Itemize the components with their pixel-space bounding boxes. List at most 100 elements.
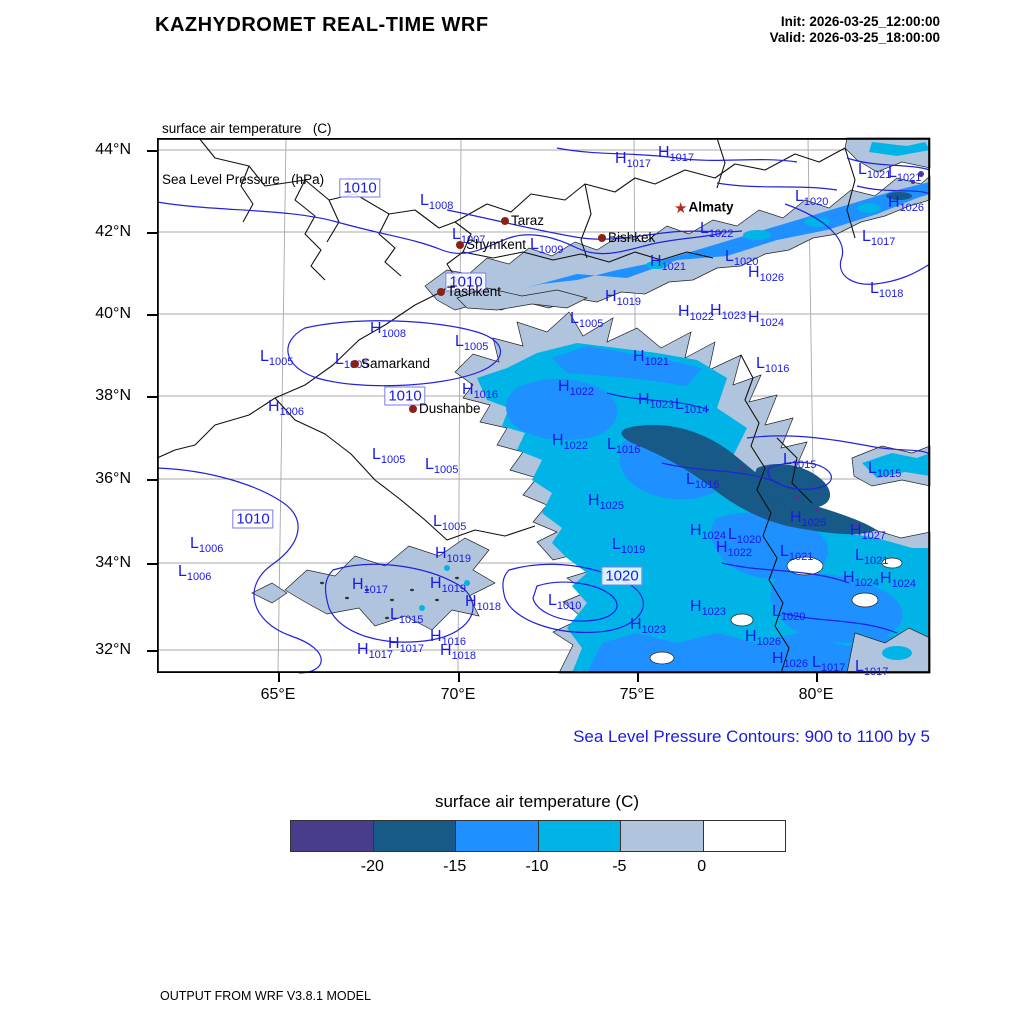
pressure-center-letter: L [425,456,434,473]
pressure-label-h1027: H1027 [850,522,886,543]
pressure-label-l1005: L1005 [260,349,293,369]
pressure-label-l1015: L1015 [868,461,901,481]
pressure-center-letter: H [880,570,892,587]
lat-tick-label: 42°N [95,223,131,240]
colorbar-tick-label: -10 [525,858,549,875]
pressure-center-value: 1019 [616,296,642,309]
run-info: Init: 2026-03-25_12:00:00 Valid: 2026-03… [770,14,940,46]
pressure-center-letter: H [716,539,728,556]
city-label: Almaty [688,199,734,215]
pressure-center-value: 1023 [721,310,747,323]
pressure-label-h1019: H1019 [435,546,471,566]
map-panel: L1008 L1007 L1009 H1017 H1017 L1020 L1022 H1021… [95,137,931,703]
temperature-colorbar [290,820,786,852]
pressure-center-value: 1023 [649,399,675,412]
lat-tick-mark [147,232,157,234]
pressure-center-value: 1017 [399,643,425,656]
pressure-label-l1016: L1016 [756,355,790,376]
pressure-center-letter: L [870,280,879,297]
pressure-label-l1020: L1020 [725,249,758,269]
pressure-center-letter: H [748,264,760,281]
pressure-center-value: 1005 [433,464,459,477]
pressure-center-value: 1022 [727,547,753,560]
pressure-label-h1017: H1017 [352,577,388,597]
pressure-label-h1024: H1024 [843,570,879,590]
city-marker-dushanbe: Dushanbe [409,401,481,416]
contour-value-box: 1010 [445,272,487,292]
pressure-label-l1015: L1015 [390,607,423,627]
lat-tick-mark [147,650,157,652]
pressure-center-value: 1020 [736,534,762,547]
pressure-center-letter: L [783,451,792,468]
city-dot-icon [501,217,509,226]
lat-tick-label: 36°N [95,470,131,487]
pressure-center-value: 1016 [473,389,499,402]
page-title: KAZHYDROMET REAL-TIME WRF [155,14,489,36]
pressure-center-letter: L [372,446,381,463]
pressure-contour-layer [156,147,931,674]
pressure-center-value: 1016 [694,479,720,492]
pressure-center-value: 1010 [556,600,582,613]
pressure-label-l1005: L1005 [570,311,603,331]
pressure-label-h1017: H1017 [357,642,393,662]
temperature-fill-layer [251,137,931,674]
pressure-center-letter: H [588,492,600,509]
lon-tick-label: 75°E [619,686,655,703]
pressure-center-value: 1021 [788,551,814,564]
pressure-center-letter: L [772,603,781,620]
city-label: Bishkek [608,230,656,245]
pressure-center-value: 1020 [803,196,829,209]
pressure-center-value: 1015 [791,459,817,472]
pressure-center-letter: L [420,192,429,209]
pressure-center-value: 1007 [460,234,486,247]
pressure-center-value: 1019 [620,544,646,557]
map-labels-layer: L1008 L1007 L1009 H1017 H1017 L1020 L1022 H1021… [157,138,930,679]
pressure-center-letter: L [862,228,871,245]
city-marker-samarkand: Samarkand [351,356,430,371]
pressure-center-value: 1021 [896,172,922,185]
city-label: Shymkent [466,237,527,252]
pressure-center-value: 1016 [764,363,790,376]
pressure-center-value: 1022 [689,311,715,324]
city-dot-icon [456,241,464,250]
city-dot-icon [409,405,417,414]
pressure-center-value: 1026 [899,202,925,215]
city-label: Dushanbe [419,401,481,416]
pressure-center-letter: H [850,522,862,539]
colorbar-segment [538,821,621,851]
pressure-label-h1022: H1022 [558,379,595,399]
lat-tick-label: 32°N [95,641,131,658]
pressure-label-h1023: H1023 [638,392,675,412]
pressure-center-letter: L [756,355,765,372]
pressure-label-l1006: L1006 [190,536,223,556]
pressure-center-value: 1026 [783,658,809,671]
pressure-center-letter: L [612,536,621,553]
pressure-label-l1015: L1015 [783,451,817,472]
pressure-label-h1026: H1026 [772,651,809,671]
pressure-center-letter: H [690,598,702,615]
pressure-center-letter: L [455,333,464,350]
pressure-center-letter: L [812,654,821,671]
footer-model-line: OUTPUT FROM WRF V3.8.1 MODEL [160,989,371,1003]
pressure-center-letter: H [268,398,280,415]
valid-time: Valid: 2026-03-25_18:00:00 [769,30,940,45]
pressure-center-value: 1022 [569,386,595,399]
colorbar-tick-label: -20 [360,858,384,875]
pressure-label-h1016: H1016 [462,382,499,402]
pressure-label-l1021: L1021 [855,548,888,568]
pressure-center-letter: L [607,436,616,453]
pressure-label-h1019: H1019 [605,289,642,309]
model-footer: OUTPUT FROM WRF V3.8.1 MODEL WE = 519 ; … [160,958,652,1024]
pressure-label-h1023: H1023 [690,598,726,619]
pressure-label-h1021: H1021 [650,254,686,274]
colorbar-segment [703,821,785,851]
pressure-center-letter: H [633,348,645,365]
pressure-label-h1006: H1006 [268,398,304,419]
pressure-center-letter: H [388,635,400,652]
pressure-label-l1014: L1014 [675,397,708,417]
pressure-center-value: 1005 [441,521,467,534]
lon-tick-label: 65°E [260,686,296,703]
colorbar-tick-labels: -20 -15 -10 -5 0 [290,858,784,878]
pressure-center-value: 1008 [381,328,407,341]
